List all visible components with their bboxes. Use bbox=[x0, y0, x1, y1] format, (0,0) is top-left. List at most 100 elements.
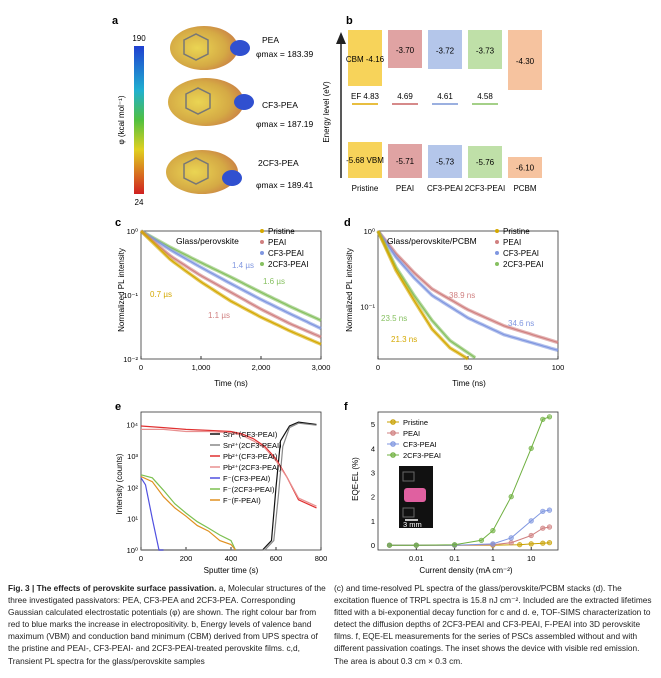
d-series-0-line bbox=[377, 230, 469, 360]
panel-a-label: a bbox=[112, 15, 119, 27]
column-name-2: CF3-PEAI bbox=[427, 184, 463, 193]
e-ytick-label-3: 10³ bbox=[127, 452, 138, 461]
e-xtick-label-0: 0 bbox=[139, 554, 143, 563]
e-ytick-label-0: 10⁰ bbox=[127, 546, 138, 555]
cbm-value-2: -3.72 bbox=[436, 47, 455, 56]
e-xtick-label-3: 600 bbox=[270, 554, 283, 563]
c-series-2-line bbox=[140, 230, 322, 330]
f-point-3-8 bbox=[546, 414, 553, 420]
panel-d-title: Glass/perovskite/PCBM bbox=[387, 236, 477, 246]
f-point-0-5 bbox=[528, 541, 534, 547]
cbm-value-0: CBM -4.16 bbox=[346, 55, 385, 64]
f-legend-3: 2CF3-PEAI bbox=[403, 451, 441, 460]
f-point-1-6 bbox=[540, 525, 546, 531]
c-legend-0: Pristine bbox=[268, 227, 295, 236]
d-legend-marker-1 bbox=[495, 240, 499, 244]
e-ytick-label-1: 10¹ bbox=[127, 515, 138, 524]
figure: a 190 24 φ (kcal mol⁻¹) PEA φmax = 183.3… bbox=[112, 15, 565, 575]
cbm-value-3: -3.73 bbox=[476, 47, 495, 56]
e-legend-5: F⁻(2CF3-PEAI) bbox=[223, 485, 275, 494]
molecule-name-pea: PEA bbox=[262, 35, 279, 45]
column-name-0: Pristine bbox=[352, 184, 379, 193]
f-point-2-4 bbox=[508, 535, 514, 541]
d-legend-marker-2 bbox=[495, 251, 499, 255]
column-name-3: 2CF3-PEAI bbox=[465, 184, 505, 193]
panel-d-label: d bbox=[344, 217, 351, 229]
c-xtick-label-3: 3,000 bbox=[312, 363, 331, 372]
d-annotation-3: 34.6 ns bbox=[508, 319, 534, 328]
d-xtick-label-2: 100 bbox=[552, 363, 565, 372]
e-series-5 bbox=[140, 474, 237, 551]
e-series-4 bbox=[140, 477, 164, 551]
panel-e-ylabel: Intensity (counts) bbox=[115, 453, 124, 514]
caption-lead: Fig. 3 | The effects of perovskite surfa… bbox=[8, 583, 217, 593]
f-legend-0: Pristine bbox=[403, 418, 428, 427]
panel-d-ylabel: Normalized PL intensity bbox=[345, 248, 354, 332]
f-ytick-label-4: 4 bbox=[371, 444, 375, 453]
f-legend-2: CF3-PEAI bbox=[403, 440, 437, 449]
f-xtick-label-0: 0.01 bbox=[409, 554, 424, 563]
e-ytick-label-4: 10⁴ bbox=[126, 421, 138, 430]
e-legend-6: F⁻(F-PEAI) bbox=[223, 496, 261, 505]
vbm-bar-3 bbox=[468, 146, 502, 178]
f-point-0-4 bbox=[517, 542, 523, 548]
cbm-bar-1 bbox=[388, 30, 422, 68]
vbm-bar-2 bbox=[428, 145, 462, 178]
f-point-3-0 bbox=[386, 542, 393, 548]
column-name-1: PEAI bbox=[396, 184, 414, 193]
f-ytick-label-3: 3 bbox=[371, 469, 375, 478]
chart-c-frame bbox=[140, 230, 322, 360]
e-xtick-label-1: 200 bbox=[180, 554, 193, 563]
device-inset bbox=[399, 466, 433, 528]
d-series-1-line bbox=[377, 230, 559, 344]
molecule-phi-2cf3-pea: φmax = 189.41 bbox=[256, 180, 314, 190]
cbm-bar-0 bbox=[348, 30, 382, 86]
colorbar-min: 24 bbox=[135, 198, 144, 207]
caption-left: Fig. 3 | The effects of perovskite surfa… bbox=[8, 582, 326, 667]
f-point-3-5 bbox=[508, 494, 514, 500]
c-legend-marker-0 bbox=[260, 229, 264, 233]
molecule-pea bbox=[170, 26, 250, 70]
f-ytick-label-2: 2 bbox=[371, 493, 375, 502]
molecule-name-2cf3-pea: 2CF3-PEA bbox=[258, 158, 299, 168]
e-series-6 bbox=[140, 475, 236, 551]
vbm-value-4: -6.10 bbox=[516, 164, 535, 173]
e-legend-2: Pb²⁺(CF3-PEAI) bbox=[223, 452, 278, 461]
cbm-bar-2 bbox=[428, 30, 462, 69]
ef-value-0: EF 4.83 bbox=[351, 92, 380, 101]
caption-text: a, Molecular structures of the three inv… bbox=[8, 583, 326, 666]
panel-c-label: c bbox=[115, 217, 121, 229]
d-ytick-label-0: 10⁰ bbox=[364, 227, 375, 236]
c-annotation-2: 1.4 µs bbox=[232, 261, 254, 270]
panel-b-label: b bbox=[346, 15, 353, 27]
molecule-name-cf3-pea: CF3-PEA bbox=[262, 100, 298, 110]
d-legend-marker-0 bbox=[495, 229, 499, 233]
e-ytick-label-2: 10² bbox=[127, 483, 138, 492]
molecule-phi-pea: φmax = 183.39 bbox=[256, 49, 314, 59]
c-xtick-label-1: 1,000 bbox=[192, 363, 211, 372]
cbm-bar-4 bbox=[508, 30, 542, 90]
f-xtick-label-1: 0.1 bbox=[449, 554, 459, 563]
vbm-value-3: -5.76 bbox=[476, 158, 495, 167]
cbm-bar-3 bbox=[468, 30, 502, 69]
f-point-2-5 bbox=[528, 518, 534, 524]
colorbar-max: 190 bbox=[132, 34, 146, 43]
f-point-3-6 bbox=[528, 445, 534, 451]
f-point-3-2 bbox=[452, 542, 458, 548]
d-xtick-label-0: 0 bbox=[376, 363, 380, 372]
c-annotation-3: 1.6 µs bbox=[263, 277, 285, 286]
panel-c-ylabel: Normalized PL intensity bbox=[117, 248, 126, 332]
column-name-4: PCBM bbox=[513, 184, 536, 193]
c-xtick-label-2: 2,000 bbox=[252, 363, 271, 372]
f-point-0-7 bbox=[546, 540, 553, 546]
ef-value-2: 4.61 bbox=[437, 92, 453, 101]
f-ytick-label-0: 0 bbox=[371, 541, 375, 550]
c-legend-marker-1 bbox=[260, 240, 264, 244]
e-series-3 bbox=[141, 428, 317, 507]
c-ytick-label-1: 10⁻¹ bbox=[123, 291, 138, 300]
d-legend-3: 2CF3-PEAI bbox=[503, 260, 543, 269]
vbm-bar-4 bbox=[508, 157, 542, 178]
d-legend-1: PEAI bbox=[503, 238, 521, 247]
caption-right: (c) and time-resolved PL spectra of the … bbox=[334, 583, 652, 666]
panel-f-label: f bbox=[344, 401, 348, 413]
